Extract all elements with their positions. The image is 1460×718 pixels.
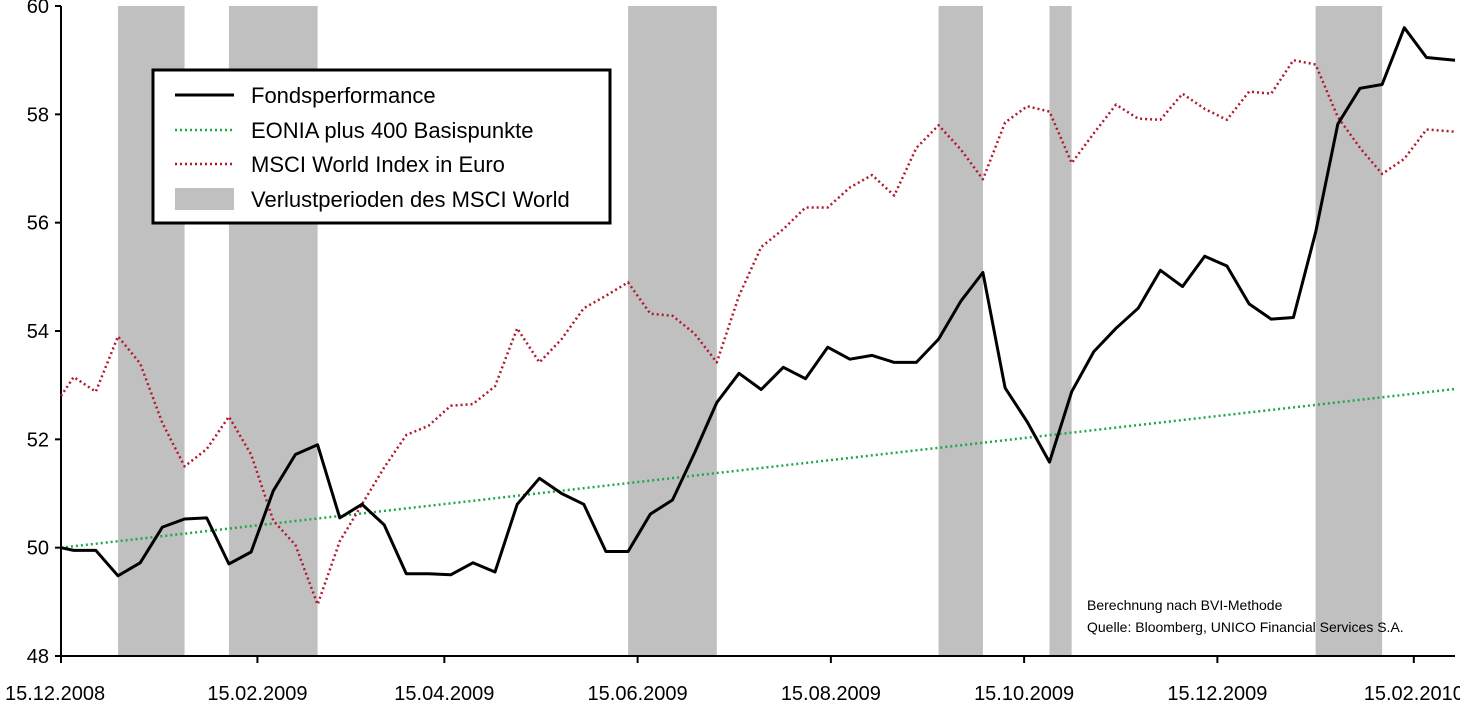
source-note: Berechnung nach BVI-Methode <box>1087 597 1283 613</box>
legend-label: Fondsperformance <box>251 83 436 108</box>
y-tick-label: 48 <box>27 646 49 668</box>
x-tick-label: 15.02.2010 <box>1364 683 1460 705</box>
x-tick-label: 15.04.2009 <box>394 683 494 705</box>
y-tick-label: 50 <box>27 538 49 560</box>
series-line-1 <box>60 26 1456 578</box>
legend: Fondsperformance EONIA plus 400 Basispunk… <box>151 68 612 225</box>
y-tick-label: 58 <box>27 104 49 126</box>
x-tick-label: 15.08.2009 <box>781 683 881 705</box>
x-tick-label: 15.12.2009 <box>1167 683 1267 705</box>
legend-label: MSCI World Index in Euro <box>251 152 505 177</box>
source-note: Quelle: Bloomberg, UNICO Financial Servi… <box>1087 619 1404 635</box>
loss-period-band-5 <box>1049 6 1072 656</box>
legend-swatch-box <box>175 188 234 210</box>
y-tick-label: 54 <box>27 321 49 343</box>
y-tick-label: 60 <box>27 0 49 18</box>
y-tick-label: 52 <box>27 429 49 451</box>
loss-period-band-6 <box>1315 6 1383 656</box>
x-tick-label: 15.06.2009 <box>588 683 688 705</box>
legend-label: EONIA plus 400 Basispunkte <box>251 118 534 143</box>
x-tick-label: 15.10.2009 <box>974 683 1074 705</box>
series <box>59 26 1456 606</box>
series-line-2 <box>60 387 1456 549</box>
legend-label: Verlustperioden des MSCI World <box>251 187 570 212</box>
loss-period-band-3 <box>628 6 717 656</box>
loss-period-band-4 <box>938 6 983 656</box>
source-notes: Berechnung nach BVI-Methode Quelle: Bloom… <box>1087 597 1404 635</box>
x-tick-label: 15.02.2009 <box>207 683 307 705</box>
y-tick-label: 56 <box>27 213 49 235</box>
x-tick-label: 15.12.2008 <box>5 683 105 705</box>
